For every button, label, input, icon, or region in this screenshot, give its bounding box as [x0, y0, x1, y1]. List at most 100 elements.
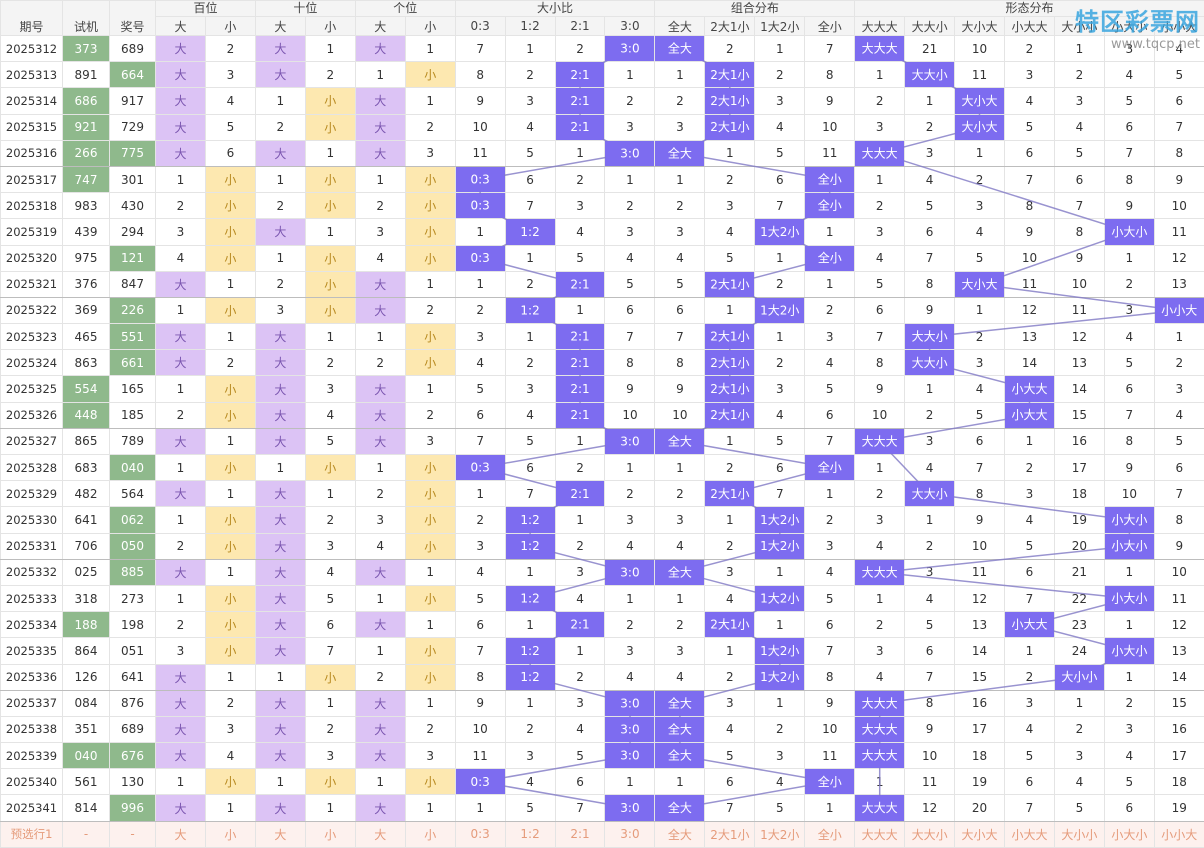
hit-cell: 1大2小: [754, 584, 806, 613]
miss-count: 3: [704, 558, 756, 586]
miss-count: 1: [604, 61, 656, 89]
hit-cell: 大: [254, 427, 306, 456]
miss-count: 4: [1004, 87, 1055, 115]
prize-number: 775: [109, 139, 156, 167]
miss-count: 9: [1004, 218, 1055, 246]
hit-cell: 2:1: [554, 349, 606, 377]
prize-number: 130: [109, 768, 156, 796]
data-row: 20253264481852小大4大2642:110102大1小461025小大…: [0, 401, 1204, 429]
miss-count: 4: [1004, 715, 1055, 744]
period: 2025337: [0, 689, 63, 717]
data-row: 2025329482564大1大12小172:1222大1小712大大小8318…: [0, 480, 1204, 508]
hit-cell: 大: [155, 270, 206, 298]
hit-cell: 全小: [804, 244, 856, 272]
hit-cell: 大: [254, 611, 306, 639]
miss-count: 7: [1153, 480, 1204, 508]
hit-cell: 小: [404, 218, 456, 246]
preselect-cell: 全小: [804, 820, 856, 848]
hit-cell: 大: [354, 139, 406, 167]
miss-count: 1: [354, 61, 406, 89]
miss-count: 4: [654, 532, 706, 560]
trial-number: 040: [62, 742, 110, 770]
miss-count: 1: [554, 139, 606, 167]
prize-number: 689: [109, 34, 156, 63]
miss-count: 2: [304, 506, 356, 534]
miss-count: 6: [854, 296, 906, 325]
miss-count: 2: [954, 165, 1006, 194]
hit-cell: 小: [204, 165, 256, 194]
miss-count: 21: [904, 34, 956, 63]
miss-count: 4: [1103, 323, 1155, 351]
miss-count: 12: [1053, 323, 1105, 351]
miss-count: 3: [155, 637, 206, 665]
preselect-row: 预选行1- - 大小大小大小 0:3 1:2 2:1 3:0 全大 2大1小 1大2小 全小 大大大大…: [0, 820, 1204, 848]
hit-cell: 1大2小: [754, 296, 806, 325]
miss-count: 5: [454, 584, 506, 613]
miss-count: 6: [654, 296, 706, 325]
preselect-cell: 3:0: [604, 820, 656, 848]
period: 2025312: [0, 34, 63, 63]
preselect-cell: 1大2小: [754, 820, 806, 848]
miss-count: 6: [554, 768, 606, 796]
miss-count: 3: [654, 218, 706, 246]
hit-cell: 2大1小: [704, 113, 756, 141]
hit-cell: 大: [354, 401, 406, 429]
trial-number: 561: [62, 768, 110, 796]
period: 2025323: [0, 323, 63, 351]
miss-count: 4: [804, 558, 856, 586]
miss-count: 8: [954, 480, 1006, 508]
miss-count: 3: [704, 689, 756, 717]
miss-count: 1: [704, 296, 756, 325]
miss-count: 4: [204, 742, 256, 770]
hit-cell: 小大小: [1103, 218, 1155, 246]
prize-number: 551: [109, 323, 156, 351]
miss-count: 3: [954, 349, 1006, 377]
period: 2025328: [0, 453, 63, 482]
miss-count: 9: [1053, 244, 1105, 272]
prize-number: 040: [109, 453, 156, 482]
miss-count: 2: [854, 611, 906, 639]
miss-count: 13: [1053, 349, 1105, 377]
miss-count: 6: [1103, 794, 1155, 822]
miss-count: 7: [904, 244, 956, 272]
miss-count: 1: [1103, 611, 1155, 639]
miss-count: 4: [904, 165, 956, 194]
data-row: 20253177473011小1小1小0:3621126全小1427689: [0, 165, 1204, 194]
miss-count: 1: [304, 139, 356, 167]
miss-count: 2: [1103, 270, 1155, 298]
miss-count: 7: [1004, 165, 1055, 194]
hit-cell: 小: [204, 401, 256, 429]
hit-cell: 1大2小: [754, 637, 806, 665]
miss-count: 10: [954, 34, 1006, 63]
prize-number: 185: [109, 401, 156, 429]
miss-count: 2: [1053, 61, 1105, 89]
hit-cell: 大大大: [854, 794, 906, 822]
hit-cell: 小: [204, 532, 256, 560]
hit-cell: 2大1小: [704, 270, 756, 298]
miss-count: 2: [704, 663, 756, 691]
miss-count: 4: [704, 584, 756, 613]
preselect-cell: 大: [155, 820, 206, 848]
miss-count: 5: [504, 427, 556, 456]
miss-count: 7: [604, 323, 656, 351]
hit-cell: 大: [254, 139, 306, 167]
sub-header: 小: [204, 16, 256, 36]
miss-count: 5: [554, 742, 606, 770]
hit-cell: 大: [155, 87, 206, 115]
hit-cell: 大: [155, 480, 206, 508]
miss-count: 2: [654, 611, 706, 639]
miss-count: 4: [304, 558, 356, 586]
miss-count: 4: [854, 244, 906, 272]
period: 2025338: [0, 715, 63, 744]
miss-count: 9: [1153, 165, 1204, 194]
hit-cell: 大大小: [904, 349, 956, 377]
miss-count: 4: [554, 218, 606, 246]
miss-count: 4: [504, 401, 556, 429]
miss-count: 3: [554, 558, 606, 586]
data-row: 2025313891664大3大21小822:1112大1小281大大小1132…: [0, 61, 1204, 89]
miss-count: 14: [1153, 663, 1204, 691]
miss-count: 3: [204, 715, 256, 744]
miss-count: 4: [954, 375, 1006, 403]
miss-count: 5: [754, 427, 806, 456]
miss-count: 1: [504, 323, 556, 351]
